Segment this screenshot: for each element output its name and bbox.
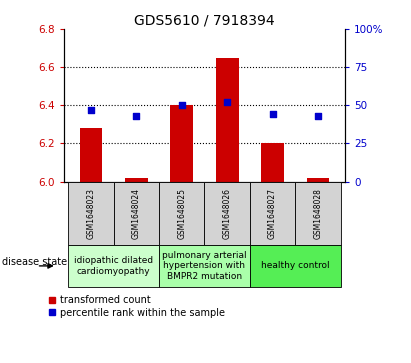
Bar: [216, 58, 238, 182]
Text: GSM1648024: GSM1648024: [132, 188, 141, 239]
Bar: [307, 178, 329, 182]
Bar: [68, 182, 114, 245]
Text: pulmonary arterial
hypertension with
BMPR2 mutation: pulmonary arterial hypertension with BMP…: [162, 251, 247, 281]
Bar: [68, 245, 159, 287]
Point: [224, 99, 231, 105]
Bar: [159, 245, 250, 287]
Text: disease state: disease state: [2, 257, 67, 267]
Point: [178, 102, 185, 108]
Bar: [114, 182, 159, 245]
Bar: [261, 143, 284, 182]
Bar: [250, 182, 295, 245]
Bar: [250, 245, 341, 287]
Legend: transformed count, percentile rank within the sample: transformed count, percentile rank withi…: [48, 295, 225, 318]
Point: [133, 113, 140, 119]
Title: GDS5610 / 7918394: GDS5610 / 7918394: [134, 14, 275, 28]
Bar: [80, 128, 102, 182]
Bar: [205, 182, 250, 245]
Text: GSM1648027: GSM1648027: [268, 188, 277, 239]
Bar: [125, 178, 148, 182]
Point: [88, 107, 94, 113]
Bar: [171, 105, 193, 182]
Point: [315, 113, 321, 119]
Bar: [295, 182, 341, 245]
Text: GSM1648025: GSM1648025: [177, 188, 186, 239]
Text: GSM1648023: GSM1648023: [86, 188, 95, 239]
Bar: [159, 182, 205, 245]
Text: idiopathic dilated
cardiomyopathy: idiopathic dilated cardiomyopathy: [74, 256, 153, 276]
Text: GSM1648026: GSM1648026: [223, 188, 232, 239]
Text: healthy control: healthy control: [261, 261, 330, 270]
Text: GSM1648028: GSM1648028: [314, 188, 323, 239]
Point: [269, 111, 276, 117]
